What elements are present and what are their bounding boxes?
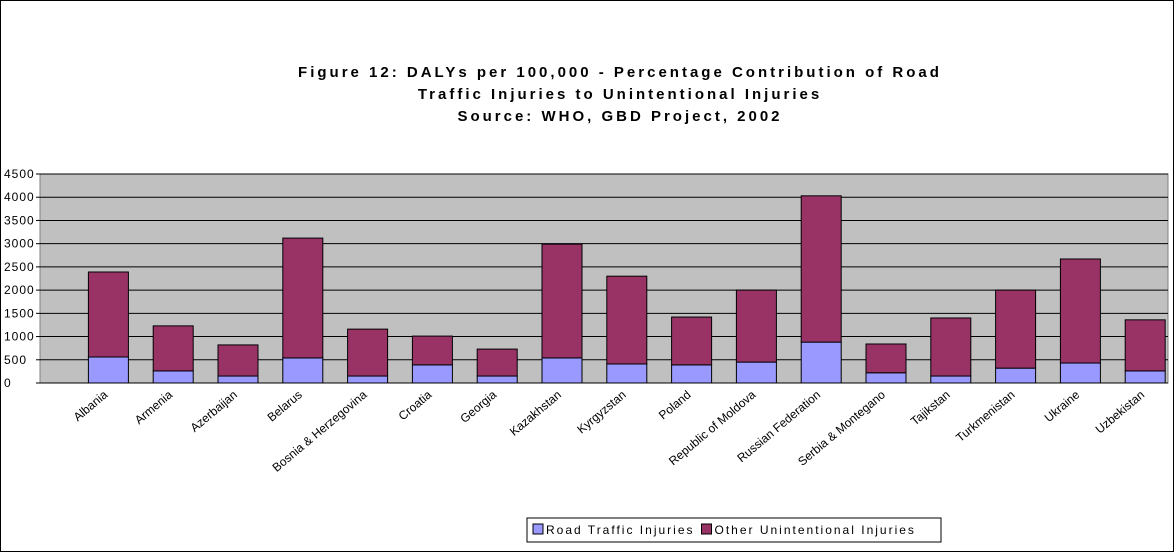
bar-segment bbox=[930, 317, 972, 377]
bar-segment bbox=[152, 370, 194, 384]
y-tick-label: 3000 bbox=[4, 237, 35, 251]
y-tick-label: 0 bbox=[4, 376, 12, 390]
bar-segment bbox=[87, 356, 129, 384]
bar-segment bbox=[347, 328, 389, 377]
chart-title: Source: WHO, GBD Project, 2002 bbox=[457, 108, 782, 125]
bar-segment bbox=[152, 325, 194, 372]
bar-segment bbox=[476, 348, 518, 377]
bar-segment bbox=[865, 372, 907, 384]
bar-segment bbox=[995, 289, 1037, 369]
legend-swatch bbox=[532, 523, 544, 535]
bar-segment bbox=[1124, 370, 1166, 384]
bar-segment bbox=[1059, 258, 1101, 364]
bar-segment bbox=[606, 363, 648, 384]
bar-segment bbox=[217, 375, 259, 384]
y-tick-label: 3500 bbox=[4, 213, 35, 227]
y-tick-label: 2500 bbox=[4, 260, 35, 274]
y-tick-label: 4500 bbox=[4, 167, 35, 181]
bar-segment bbox=[411, 335, 453, 366]
chart-title: Traffic Injuries to Unintentional Injuri… bbox=[418, 86, 822, 103]
bar-segment bbox=[1124, 319, 1166, 372]
y-tick-label: 500 bbox=[4, 353, 27, 367]
bar-segment bbox=[671, 316, 713, 366]
bar-segment bbox=[735, 361, 777, 384]
chart-title: Figure 12: DALYs per 100,000 - Percentag… bbox=[298, 64, 942, 81]
bar-segment bbox=[282, 237, 324, 359]
bar-segment bbox=[217, 344, 259, 377]
bar-segment bbox=[800, 341, 842, 384]
bar-segment bbox=[606, 275, 648, 365]
bar-segment bbox=[735, 289, 777, 363]
bar-segment bbox=[930, 375, 972, 384]
bar-segment bbox=[800, 195, 842, 343]
bar-segment bbox=[865, 343, 907, 374]
bar-segment bbox=[347, 375, 389, 384]
legend-label: Other Unintentional Injuries bbox=[715, 523, 916, 537]
bar-segment bbox=[541, 357, 583, 384]
legend-box bbox=[526, 517, 942, 543]
legend-swatch bbox=[701, 523, 712, 535]
legend-label: Road Traffic Injuries bbox=[546, 523, 695, 537]
bar-segment bbox=[476, 375, 518, 384]
y-tick-label: 4000 bbox=[4, 190, 35, 204]
y-tick-label: 2000 bbox=[4, 283, 35, 297]
bar-segment bbox=[541, 243, 583, 359]
bar-segment bbox=[671, 364, 713, 384]
y-tick-label: 1500 bbox=[4, 306, 35, 320]
bar-segment bbox=[87, 271, 129, 358]
bar-segment bbox=[411, 364, 453, 384]
bar-segment bbox=[995, 367, 1037, 384]
bar-segment bbox=[1059, 362, 1101, 384]
y-tick-label: 1000 bbox=[4, 330, 35, 344]
bar-segment bbox=[282, 357, 324, 384]
